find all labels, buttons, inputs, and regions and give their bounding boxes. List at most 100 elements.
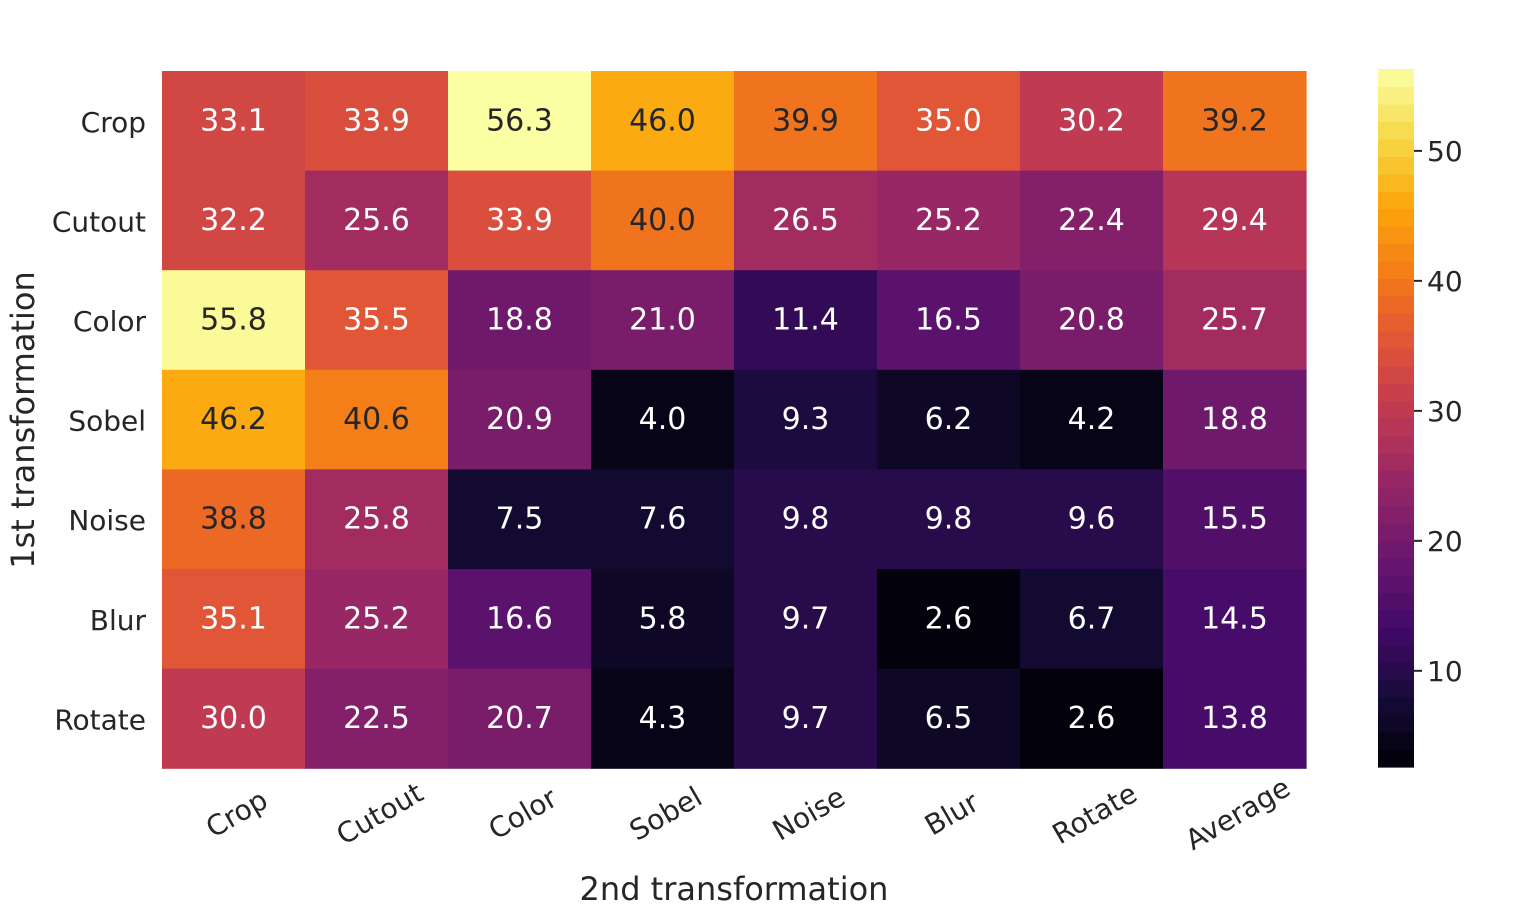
heatmap-cell: [448, 469, 592, 570]
cell-value-label: 32.2: [200, 203, 267, 238]
colorbar-segment: [1378, 400, 1414, 419]
cell-value-label: 18.8: [1201, 402, 1268, 437]
cell-value-label: 9.8: [925, 502, 973, 537]
cell-value-label: 25.2: [343, 601, 410, 636]
cell-value-label: 6.2: [925, 402, 973, 437]
heatmap-cell: [305, 270, 449, 371]
colorbar: 10 20 30 40 50: [1378, 69, 1463, 768]
heatmap-cell: [162, 170, 306, 271]
colorbar-segment: [1378, 138, 1414, 157]
cell-value-label: 7.6: [639, 502, 687, 537]
cell-value-label: 38.8: [200, 502, 267, 537]
cell-value-label: 33.9: [486, 203, 553, 238]
colorbar-tick-label: 50: [1427, 135, 1463, 168]
colorbar-segment: [1378, 103, 1414, 122]
heatmap-cell: [305, 369, 449, 470]
cell-value-label: 4.0: [639, 402, 687, 437]
heatmap-cell: [1163, 71, 1307, 172]
heatmap-cell: [448, 170, 592, 271]
colorbar-segment: [1378, 383, 1414, 402]
colorbar-segment: [1378, 226, 1414, 245]
heatmap-cell: [877, 469, 1021, 570]
heatmap-cell: [448, 369, 592, 470]
heatmap-cell: [1020, 469, 1164, 570]
colorbar-segment: [1378, 662, 1414, 681]
colorbar-tick-label: 40: [1427, 265, 1463, 298]
cell-value-label: 33.1: [200, 103, 267, 138]
cell-value-label: 9.7: [782, 601, 830, 636]
colorbar-segment: [1378, 418, 1414, 437]
y-tick-label: Sobel: [68, 405, 146, 438]
colorbar-segment: [1378, 627, 1414, 646]
cell-value-label: 6.7: [1068, 601, 1116, 636]
heatmap-cell: [448, 569, 592, 670]
cell-value-label: 9.8: [782, 502, 830, 537]
cell-value-label: 7.5: [496, 502, 544, 537]
heatmap-cell: [1163, 469, 1307, 570]
colorbar-segment: [1378, 697, 1414, 716]
heatmap-cell: [877, 270, 1021, 371]
cell-value-label: 11.4: [772, 303, 839, 338]
cell-value-label: 18.8: [486, 303, 553, 338]
colorbar-tick-label: 20: [1427, 525, 1463, 558]
cell-value-label: 6.5: [925, 701, 973, 736]
cell-value-label: 5.8: [639, 601, 687, 636]
cell-value-label: 35.0: [915, 103, 982, 138]
heatmap-cell: [591, 668, 735, 769]
heatmap-cell: [1020, 569, 1164, 670]
colorbar-segment: [1378, 487, 1414, 506]
cell-value-label: 30.0: [200, 701, 267, 736]
colorbar-segment: [1378, 505, 1414, 524]
x-tick-label: Rotate: [1047, 777, 1143, 851]
heatmap-cells: 33.1 33.9 56.3 46.0 39.9 35.0 30.2 39.2 32.2 25.6…: [162, 71, 1307, 769]
cell-value-label: 20.9: [486, 402, 553, 437]
heatmap-cell: [1020, 270, 1164, 371]
colorbar-segment: [1378, 609, 1414, 628]
cell-value-label: 39.2: [1201, 103, 1268, 138]
cell-value-label: 56.3: [486, 103, 553, 138]
cell-value-label: 40.0: [629, 203, 696, 238]
heatmap-cell: [1163, 270, 1307, 371]
cell-value-label: 9.3: [782, 402, 830, 437]
colorbar-segment: [1378, 365, 1414, 384]
colorbar-segment: [1378, 243, 1414, 262]
cell-value-label: 13.8: [1201, 701, 1268, 736]
cell-value-label: 4.3: [639, 701, 687, 736]
cell-value-label: 40.6: [343, 402, 410, 437]
colorbar-segment: [1378, 732, 1414, 751]
heatmap-cell: [162, 469, 306, 570]
cell-value-label: 55.8: [200, 303, 267, 338]
x-tick-label: Color: [483, 781, 563, 846]
heatmap-cell: [734, 569, 878, 670]
colorbar-segment: [1378, 435, 1414, 454]
heatmap-cell: [591, 270, 735, 371]
heatmap-cell: [305, 71, 449, 172]
heatmap-cell: [305, 170, 449, 271]
x-tick-label: Crop: [200, 783, 273, 844]
colorbar-segment: [1378, 278, 1414, 297]
heatmap-cell: [305, 668, 449, 769]
cell-value-label: 9.6: [1068, 502, 1116, 537]
cell-value-label: 21.0: [629, 303, 696, 338]
colorbar-segment: [1378, 69, 1414, 88]
heatmap-cell: [305, 569, 449, 670]
heatmap-cell: [877, 668, 1021, 769]
heatmap-cell: [305, 469, 449, 570]
colorbar-segment: [1378, 575, 1414, 594]
y-tick-label: Rotate: [54, 703, 146, 736]
y-tick-labels: Crop Cutout Color Sobel Noise Blur Rotate: [52, 106, 147, 737]
colorbar-segment: [1378, 208, 1414, 227]
heatmap-cell: [162, 668, 306, 769]
heatmap-cell: [1163, 170, 1307, 271]
x-tick-label: Average: [1180, 771, 1296, 857]
cell-value-label: 14.5: [1201, 601, 1268, 636]
colorbar-segment: [1378, 313, 1414, 332]
colorbar-segment: [1378, 156, 1414, 175]
cell-value-label: 46.0: [629, 103, 696, 138]
heatmap-cell: [734, 270, 878, 371]
x-tick-label: Cutout: [331, 776, 429, 852]
heatmap-cell: [1163, 569, 1307, 670]
cell-value-label: 29.4: [1201, 203, 1268, 238]
colorbar-segment: [1378, 592, 1414, 611]
